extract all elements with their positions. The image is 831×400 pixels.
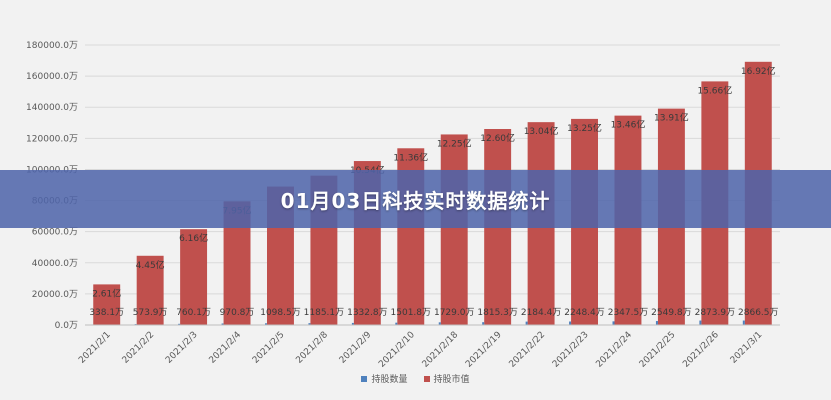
legend-label-quantity: 持股数量 — [371, 375, 408, 385]
x-tick-label: 2021/2/8 — [294, 330, 330, 366]
data-label-quantity: 970.8万 — [220, 308, 255, 318]
bar-holding-value — [136, 255, 164, 325]
data-label-value: 13.04亿 — [524, 125, 559, 137]
bar-holding-quantity — [482, 322, 485, 325]
bar-holding-quantity — [351, 322, 354, 325]
x-tick-label: 2021/2/19 — [464, 330, 504, 370]
bar-holding-quantity — [308, 323, 311, 325]
data-label-quantity: 573.9万 — [133, 308, 168, 318]
x-tick-label: 2021/2/18 — [421, 330, 461, 370]
banner-title: 01月03日科技实时数据统计 — [280, 188, 551, 213]
x-tick-label: 2021/3/1 — [729, 330, 765, 366]
bar-holding-quantity — [655, 321, 658, 325]
data-label-value: 6.16亿 — [179, 232, 208, 244]
data-label-quantity: 1729.0万 — [434, 308, 475, 318]
y-tick-label: 20000.0万 — [32, 290, 78, 300]
title-banner: 01月03日科技实时数据统计 — [0, 170, 831, 228]
bar-holding-value — [180, 229, 208, 325]
data-label-quantity: 1815.3万 — [477, 308, 518, 318]
data-label-quantity: 1501.8万 — [391, 308, 432, 318]
y-tick-label: 160000.0万 — [26, 72, 78, 82]
bar-holding-quantity — [221, 323, 224, 325]
bar-holding-quantity — [742, 320, 745, 325]
data-label-quantity: 338.1万 — [89, 308, 124, 318]
x-tick-label: 2021/2/1 — [77, 330, 113, 366]
data-label-value: 13.46亿 — [611, 119, 646, 131]
x-tick-label: 2021/2/26 — [681, 330, 721, 370]
data-label-quantity: 1332.8万 — [347, 308, 388, 318]
legend-swatch-quantity — [361, 375, 368, 382]
data-label-value: 2.61亿 — [92, 287, 121, 299]
y-tick-label: 60000.0万 — [32, 228, 78, 238]
bar-holding-quantity — [395, 322, 398, 325]
x-tick-label: 2021/2/5 — [251, 330, 287, 366]
x-tick-label: 2021/2/22 — [508, 330, 548, 370]
data-label-value: 11.36亿 — [393, 151, 428, 163]
y-tick-label: 140000.0万 — [26, 103, 78, 113]
legend-item-value: 持股市值 — [423, 372, 470, 385]
bar-holding-quantity — [178, 323, 181, 325]
bar-holding-quantity — [699, 320, 702, 325]
x-tick-label: 2021/2/10 — [377, 330, 417, 370]
data-label-quantity: 1185.1万 — [304, 308, 345, 318]
x-tick-label: 2021/2/4 — [207, 330, 243, 366]
data-label-quantity: 2873.9万 — [695, 308, 736, 318]
data-label-value: 13.25亿 — [567, 122, 602, 134]
data-label-value: 12.60亿 — [480, 132, 515, 144]
bar-holding-quantity — [612, 321, 615, 325]
x-tick-label: 2021/2/2 — [121, 330, 157, 366]
y-tick-label: 120000.0万 — [26, 134, 78, 144]
x-tick-label: 2021/2/24 — [594, 330, 634, 370]
bar-holding-quantity — [525, 321, 528, 325]
legend-label-value: 持股市值 — [433, 375, 470, 385]
data-label-value: 16.92亿 — [741, 65, 776, 77]
bar-holding-value — [93, 284, 121, 325]
bar-holding-quantity — [569, 321, 572, 325]
data-label-quantity: 1098.5万 — [260, 308, 301, 318]
data-label-quantity: 2248.4万 — [564, 308, 605, 318]
bar-holding-value — [440, 134, 468, 325]
y-tick-label: 180000.0万 — [26, 41, 78, 51]
data-label-value: 12.25亿 — [437, 137, 472, 149]
data-label-quantity: 2347.5万 — [608, 308, 649, 318]
data-label-quantity: 2866.5万 — [738, 308, 779, 318]
x-tick-label: 2021/2/25 — [638, 330, 678, 370]
legend-swatch-value — [423, 375, 430, 382]
x-tick-label: 2021/2/23 — [551, 330, 591, 370]
legend-item-quantity: 持股数量 — [361, 372, 408, 385]
bar-holding-quantity — [438, 322, 441, 325]
data-label-quantity: 2549.8万 — [651, 308, 692, 318]
data-label-value: 13.91亿 — [654, 112, 689, 124]
data-label-quantity: 2184.4万 — [521, 308, 562, 318]
x-tick-label: 2021/2/3 — [164, 330, 200, 366]
x-tick-label: 2021/2/9 — [338, 330, 374, 366]
y-tick-label: 40000.0万 — [32, 259, 78, 269]
data-label-value: 15.66亿 — [697, 84, 732, 96]
y-tick-label: 0.0万 — [55, 321, 78, 331]
data-label-value: 4.45亿 — [136, 259, 165, 271]
data-label-quantity: 760.1万 — [176, 308, 211, 318]
bar-holding-quantity — [265, 323, 268, 325]
chart-legend: 持股数量 持股市值 — [0, 372, 831, 385]
